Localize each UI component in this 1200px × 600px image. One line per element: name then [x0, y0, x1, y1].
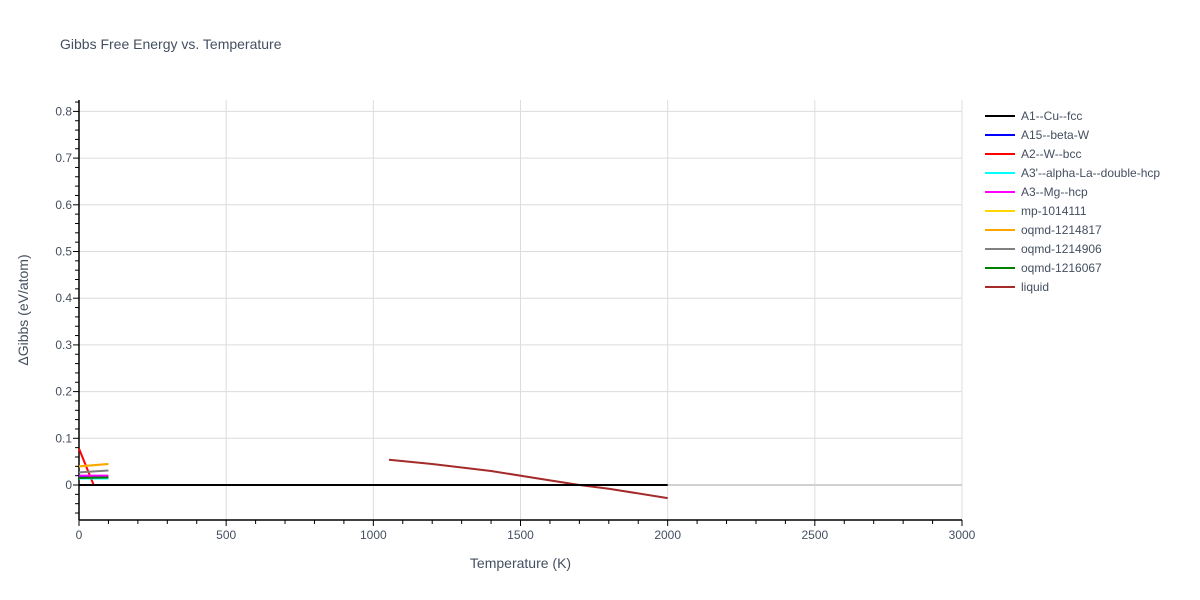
series-line-oqmd-1214817[interactable] [78, 462, 109, 468]
legend-swatch-icon [985, 247, 1015, 250]
legend-label: A1--Cu--fcc [1021, 108, 1083, 123]
legend-label: oqmd-1214906 [1021, 241, 1102, 256]
legend-label: A3'--alpha-La--double-hcp [1021, 165, 1161, 180]
legend-swatch-icon [985, 152, 1015, 155]
legend-swatch-icon [985, 190, 1015, 193]
x-tick-label: 1000 [360, 528, 387, 542]
chart-title: Gibbs Free Energy vs. Temperature [60, 36, 282, 52]
legend-label: oqmd-1214817 [1021, 222, 1102, 237]
legend-label: mp-1014111 [1021, 203, 1087, 218]
legend-swatch-icon [985, 266, 1015, 269]
y-tick-label: 0.6 [55, 198, 72, 212]
y-tick-label: 0.4 [55, 291, 72, 305]
legend-item[interactable]: oqmd-1214817 [985, 220, 1160, 239]
legend-swatch-icon [985, 114, 1015, 117]
legend-swatch-icon [985, 209, 1015, 212]
y-tick-label: 0.5 [55, 245, 72, 259]
legend-item[interactable]: A15--beta-W [985, 125, 1160, 144]
legend-label: A15--beta-W [1021, 127, 1090, 142]
legend-label: liquid [1021, 279, 1050, 294]
x-tick-label: 2500 [801, 528, 828, 542]
y-axis-title: ΔGibbs (eV/atom) [15, 254, 31, 365]
x-tick-label: 500 [216, 528, 236, 542]
legend-item[interactable]: A3--Mg--hcp [985, 182, 1160, 201]
legend-item[interactable]: oqmd-1216067 [985, 258, 1160, 277]
y-tick-label: 0.7 [55, 151, 72, 165]
y-tick-label: 0.3 [55, 338, 72, 352]
x-tick-label: 1500 [507, 528, 534, 542]
y-tick-label: 0 [65, 478, 72, 492]
y-tick-label: 0.1 [55, 431, 72, 445]
legend-swatch-icon [985, 285, 1015, 288]
y-tick-label: 0.2 [55, 385, 72, 399]
series-line-oqmd-1214906[interactable] [78, 469, 109, 474]
x-tick-label: 0 [76, 528, 83, 542]
legend-label: A2--W--bcc [1021, 146, 1082, 161]
legend-item[interactable]: A3'--alpha-La--double-hcp [985, 163, 1160, 182]
series-line-liquid[interactable] [388, 458, 668, 500]
legend-item[interactable]: A2--W--bcc [985, 144, 1160, 163]
x-tick-label: 3000 [949, 528, 976, 542]
legend-item[interactable]: oqmd-1214906 [985, 239, 1160, 258]
legend-item[interactable]: liquid [985, 277, 1160, 296]
legend-swatch-icon [985, 133, 1015, 136]
legend-item[interactable]: A1--Cu--fcc [985, 106, 1160, 125]
x-tick-label: 2000 [654, 528, 681, 542]
y-tick-label: 0.8 [55, 104, 72, 118]
x-axis-title: Temperature (K) [470, 555, 571, 571]
legend-item[interactable]: mp-1014111 [985, 201, 1160, 220]
legend: A1--Cu--fcc A15--beta-W A2--W--bcc A3'--alp… [985, 106, 1160, 296]
legend-label: oqmd-1216067 [1021, 260, 1102, 275]
legend-swatch-icon [985, 171, 1015, 174]
legend-swatch-icon [985, 228, 1015, 231]
legend-label: A3--Mg--hcp [1021, 184, 1088, 199]
